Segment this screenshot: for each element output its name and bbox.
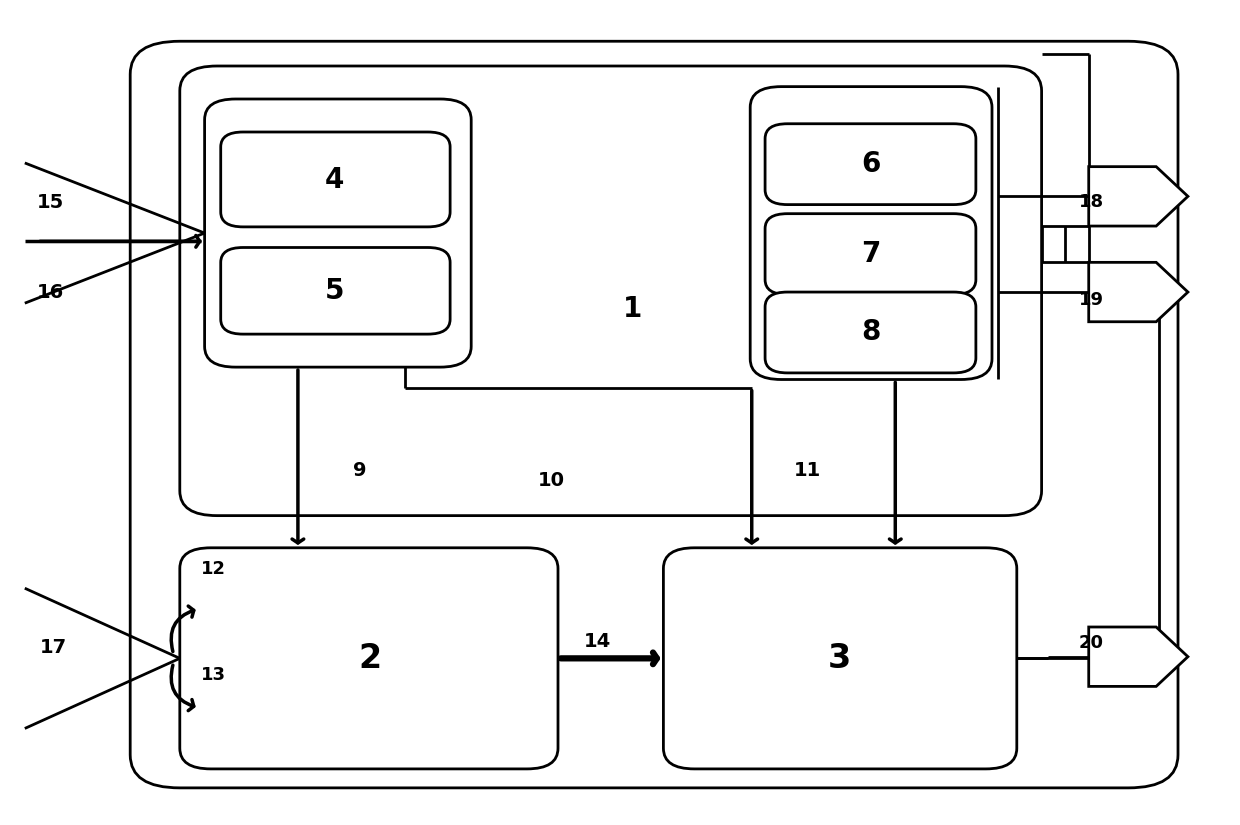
Text: 3: 3 [828,642,851,675]
FancyBboxPatch shape [765,214,976,295]
FancyBboxPatch shape [765,124,976,205]
Polygon shape [1089,627,1188,686]
Text: 14: 14 [584,632,611,652]
Text: 4: 4 [325,166,345,194]
Text: 1: 1 [622,295,642,323]
FancyBboxPatch shape [750,87,992,380]
FancyBboxPatch shape [663,548,1017,769]
Text: 7: 7 [861,240,880,268]
Text: 11: 11 [794,460,821,480]
Text: 13: 13 [201,666,226,684]
Polygon shape [1089,167,1188,226]
Text: 6: 6 [861,150,880,178]
FancyBboxPatch shape [221,132,450,227]
Text: 5: 5 [325,277,345,305]
Text: 18: 18 [1079,193,1104,211]
FancyBboxPatch shape [180,548,558,769]
Text: 19: 19 [1079,291,1104,309]
Bar [1042,226,1089,262]
Text: 17: 17 [40,638,67,658]
Polygon shape [1089,262,1188,322]
Text: 2: 2 [358,642,381,675]
Text: 12: 12 [201,560,226,578]
Text: 8: 8 [861,318,880,346]
FancyBboxPatch shape [180,66,1042,516]
Text: 16: 16 [37,283,64,303]
FancyBboxPatch shape [221,248,450,334]
FancyBboxPatch shape [205,99,471,367]
FancyBboxPatch shape [765,292,976,373]
Text: 10: 10 [538,470,565,490]
Text: 20: 20 [1079,634,1104,653]
Text: 15: 15 [37,192,64,212]
FancyBboxPatch shape [130,41,1178,788]
Text: 9: 9 [353,460,367,480]
